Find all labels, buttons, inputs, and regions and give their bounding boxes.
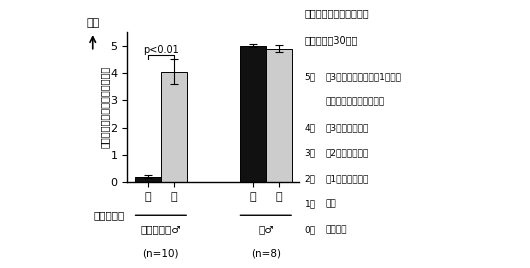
Text: (n=8): (n=8)	[251, 248, 281, 258]
Text: 仔に対する行動のスコアの平均: 仔に対する行動のスコアの平均	[100, 66, 110, 148]
Text: 養育: 養育	[86, 18, 99, 28]
Text: 父♂: 父♂	[258, 224, 273, 234]
Text: 3点: 3点	[305, 149, 316, 158]
Text: （観察時間30分）: （観察時間30分）	[305, 35, 358, 45]
Text: 4点: 4点	[305, 123, 316, 132]
Text: 連続して巣内で仔を養育: 連続して巣内で仔を養育	[326, 98, 385, 107]
Text: 無視: 無視	[326, 200, 337, 209]
Text: 仔2匹を巣に回収: 仔2匹を巣に回収	[326, 149, 369, 158]
Text: 1点: 1点	[305, 200, 316, 209]
Text: 仔3匹を巣に回収: 仔3匹を巣に回収	[326, 123, 369, 132]
Text: (n=10): (n=10)	[143, 248, 179, 258]
Text: 5点: 5点	[305, 72, 316, 81]
Text: 仔を攻撃: 仔を攻撃	[326, 225, 348, 234]
Text: 仔に対する行動のスコア: 仔に対する行動のスコア	[305, 8, 369, 18]
Bar	[161, 72, 187, 182]
Text: 0点: 0点	[305, 225, 316, 234]
Bar	[266, 49, 292, 182]
Text: p<0.01: p<0.01	[143, 45, 179, 55]
Text: 交尾未経験♂: 交尾未経験♂	[140, 224, 181, 234]
Text: 2点: 2点	[305, 174, 316, 183]
Bar	[240, 46, 266, 182]
Bar	[135, 177, 161, 182]
Text: 仔1匹を巣に回収: 仔1匹を巣に回収	[326, 174, 369, 183]
Text: 仔3匹を巣に回収し、1分以上: 仔3匹を巣に回収し、1分以上	[326, 72, 402, 81]
Text: 鋤鼻器切除: 鋤鼻器切除	[93, 210, 125, 220]
